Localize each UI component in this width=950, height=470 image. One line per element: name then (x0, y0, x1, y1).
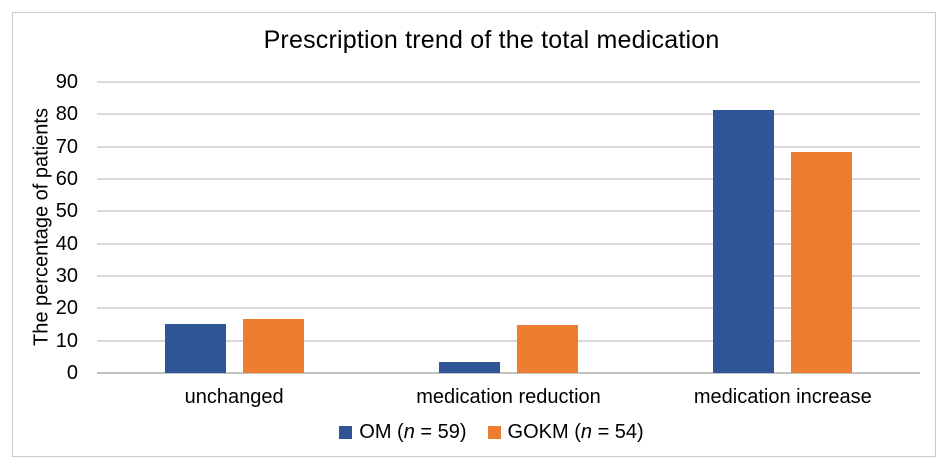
gridline (97, 339, 920, 342)
y-tick-label: 40 (55, 232, 78, 255)
x-category-label-unchanged: unchanged (184, 386, 284, 408)
bar-om-unchanged (164, 323, 226, 373)
legend-swatch-om (339, 426, 353, 439)
y-tick-label: 70 (55, 135, 78, 158)
y-tick-label: 30 (55, 265, 78, 287)
y-tick-label: 60 (55, 168, 78, 190)
gridline (97, 145, 920, 148)
y-tick-label: 80 (55, 103, 78, 126)
bar-gokm-unchanged (242, 319, 304, 373)
legend-label-gokm: GOKM (n = 54) (507, 421, 644, 443)
x-axis-line (97, 372, 920, 374)
y-tick-label: 90 (55, 71, 78, 93)
gridline (97, 178, 920, 180)
gridline (97, 242, 920, 245)
legend-label-om: OM (n = 59) (359, 421, 467, 443)
x-category-label-medication-increase: medication increase (693, 386, 872, 408)
gridline (97, 307, 920, 310)
chart-border-frame (12, 12, 936, 457)
y-tick-label: 20 (55, 297, 78, 320)
plot-area: 0 10 20 30 40 50 60 70 80 90 unchanged medication r… (56, 72, 920, 408)
y-tick-label: 50 (55, 200, 78, 223)
gridline (97, 81, 920, 83)
bar-om-medication-reduction (439, 362, 500, 373)
legend-item-gokm: GOKM (n = 54) (487, 421, 644, 444)
y-tick-label: 0 (66, 362, 78, 384)
legend: OM (n = 59) GOKM (n = 54) (80, 421, 903, 444)
gridline (97, 210, 920, 213)
bar-gokm-medication-reduction (517, 325, 578, 373)
bar-gokm-medication-increase (791, 151, 853, 373)
y-tick-label: 10 (55, 329, 78, 352)
x-category-label-medication-reduction: medication reduction (416, 386, 601, 408)
gridline (97, 275, 920, 277)
legend-swatch-gokm (487, 426, 501, 439)
y-axis-title-text: The percentage of patients (30, 108, 53, 346)
gridline (97, 113, 920, 116)
chart-title: Prescription trend of the total medicati… (263, 26, 720, 54)
bar-om-medication-increase (713, 109, 775, 373)
legend-item-om: OM (n = 59) (339, 421, 467, 444)
